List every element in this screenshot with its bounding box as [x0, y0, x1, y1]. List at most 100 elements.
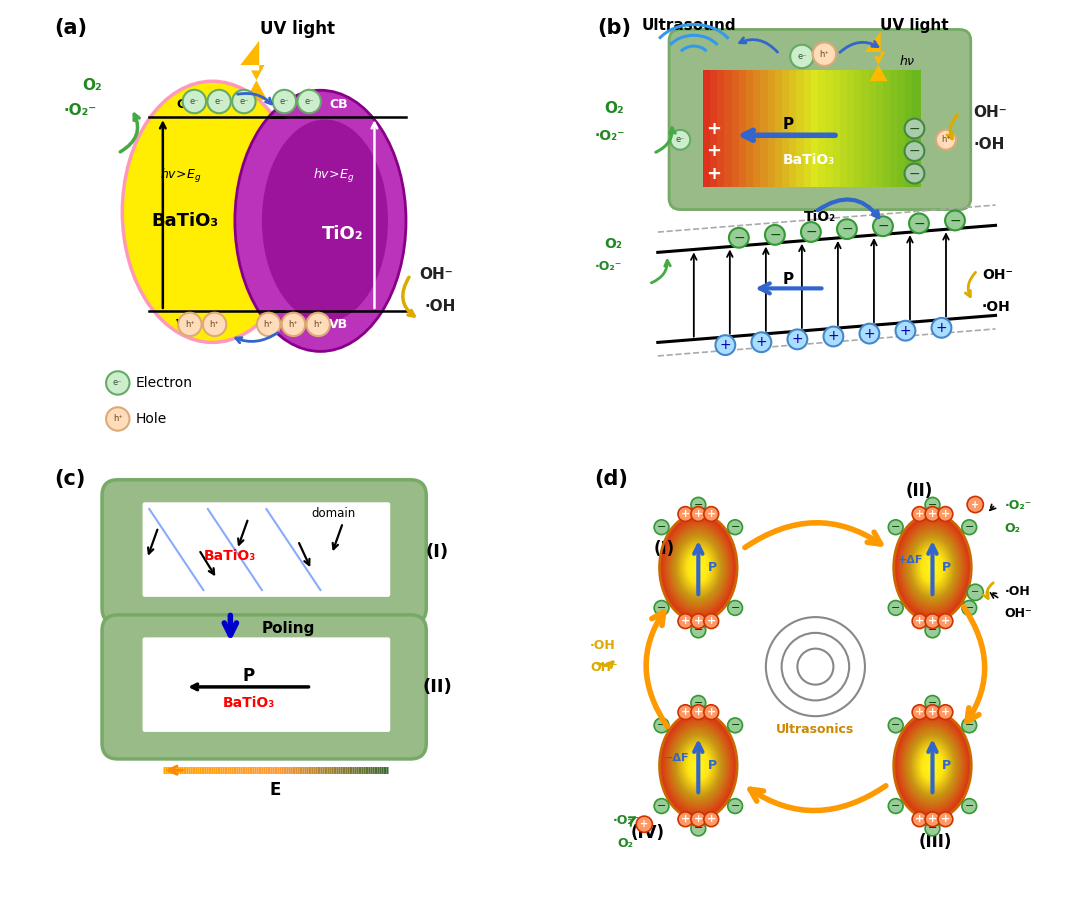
Text: e⁻: e⁻ [113, 379, 123, 388]
Circle shape [654, 520, 669, 535]
Text: (d): (d) [595, 469, 629, 489]
Bar [876, 70, 886, 187]
Bar [883, 70, 892, 187]
Ellipse shape [928, 759, 937, 773]
Ellipse shape [676, 538, 720, 597]
Text: −: − [891, 720, 901, 731]
Ellipse shape [687, 552, 710, 583]
Text: −: − [657, 720, 666, 731]
Bar [746, 70, 756, 187]
Circle shape [939, 614, 953, 629]
Ellipse shape [926, 559, 939, 576]
Circle shape [926, 811, 940, 826]
Bar [847, 70, 856, 187]
Ellipse shape [921, 552, 944, 583]
Ellipse shape [686, 748, 711, 783]
Text: +: + [827, 330, 839, 344]
Text: (c): (c) [55, 469, 86, 489]
FancyBboxPatch shape [143, 638, 390, 732]
Circle shape [962, 718, 976, 732]
Circle shape [913, 705, 927, 720]
Circle shape [889, 799, 903, 813]
Ellipse shape [679, 740, 717, 791]
Ellipse shape [896, 717, 968, 815]
Text: −: − [964, 603, 974, 613]
Text: −: − [730, 801, 740, 811]
Text: ·O₂⁻: ·O₂⁻ [612, 814, 640, 827]
Text: O₂: O₂ [1004, 522, 1021, 535]
Ellipse shape [676, 735, 720, 796]
Text: +: + [706, 707, 716, 717]
Ellipse shape [675, 535, 721, 600]
Circle shape [945, 210, 964, 231]
Text: $hv\!>\!E_g$: $hv\!>\!E_g$ [160, 167, 202, 185]
Ellipse shape [896, 518, 968, 617]
Circle shape [704, 506, 718, 521]
Ellipse shape [928, 561, 937, 574]
Ellipse shape [906, 531, 959, 604]
Text: ·OH: ·OH [424, 299, 456, 314]
Text: +: + [900, 323, 912, 337]
Text: BaTiO₃: BaTiO₃ [783, 153, 835, 167]
Text: e⁻: e⁻ [189, 97, 199, 106]
Text: −: − [730, 603, 740, 613]
Circle shape [905, 142, 924, 161]
Text: E: E [270, 781, 281, 800]
Bar [731, 70, 741, 187]
Circle shape [787, 329, 807, 349]
Text: Hole: Hole [136, 412, 167, 426]
Text: +: + [680, 707, 690, 717]
Circle shape [837, 220, 856, 239]
Text: h⁺: h⁺ [185, 320, 194, 329]
Ellipse shape [669, 527, 728, 608]
Text: +: + [941, 707, 950, 717]
Text: +: + [915, 814, 924, 824]
Ellipse shape [122, 81, 302, 343]
Text: (III): (III) [919, 833, 953, 851]
Bar [819, 70, 827, 187]
Text: CB: CB [176, 97, 194, 110]
Ellipse shape [673, 732, 724, 800]
Text: ·OH: ·OH [591, 639, 616, 652]
Circle shape [873, 216, 893, 236]
Ellipse shape [672, 729, 725, 802]
Circle shape [936, 130, 956, 150]
Ellipse shape [910, 538, 955, 597]
Text: −: − [733, 231, 744, 244]
Ellipse shape [913, 539, 953, 596]
Bar [854, 70, 864, 187]
Ellipse shape [663, 717, 734, 815]
Text: −: − [769, 228, 781, 242]
Text: e⁻: e⁻ [214, 97, 224, 106]
Text: OH⁻: OH⁻ [973, 106, 1007, 120]
Text: −: − [657, 603, 666, 613]
Ellipse shape [692, 756, 705, 775]
Ellipse shape [664, 719, 732, 813]
Ellipse shape [915, 544, 949, 592]
Ellipse shape [894, 514, 971, 621]
Text: e⁻: e⁻ [797, 52, 807, 61]
Ellipse shape [693, 561, 703, 574]
Circle shape [678, 614, 692, 629]
Text: (b): (b) [597, 18, 631, 39]
Circle shape [654, 718, 669, 732]
Circle shape [824, 326, 843, 346]
Circle shape [860, 323, 879, 344]
Ellipse shape [693, 759, 703, 773]
Text: ·O₂⁻: ·O₂⁻ [1004, 499, 1031, 512]
Circle shape [926, 821, 940, 836]
Text: VB: VB [329, 318, 348, 331]
Ellipse shape [917, 546, 948, 589]
Text: ·O₂⁻: ·O₂⁻ [64, 103, 97, 118]
Circle shape [801, 222, 821, 242]
Text: −: − [693, 698, 703, 708]
Bar [710, 70, 719, 187]
Ellipse shape [902, 525, 963, 610]
Text: e⁻: e⁻ [280, 97, 289, 106]
Ellipse shape [684, 548, 713, 587]
Text: −: − [914, 216, 924, 231]
Text: −: − [657, 522, 666, 532]
Ellipse shape [900, 720, 966, 811]
Circle shape [791, 45, 813, 68]
Circle shape [272, 90, 296, 113]
